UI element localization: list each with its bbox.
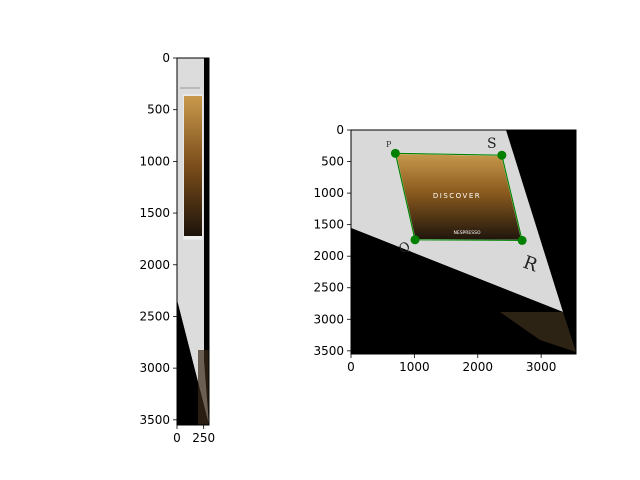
corner-marker xyxy=(410,235,420,245)
left-image xyxy=(177,58,209,425)
corner-marker xyxy=(517,235,527,245)
right-x-tick-label: 2000 xyxy=(462,360,493,374)
right-axes: P S Q R DISCOVER NESPRESSO 0 1000 2000 3000… xyxy=(313,123,577,374)
left-y-tick-label: 1500 xyxy=(139,206,170,220)
right-x-tick-label: 1000 xyxy=(399,360,430,374)
right-y-tick-label: 1000 xyxy=(313,186,344,200)
left-y-tick-label: 2500 xyxy=(139,309,170,323)
right-axes-frame xyxy=(350,129,577,355)
card-brand: NESPRESSO xyxy=(453,230,480,236)
right-y-tick-label: 3500 xyxy=(313,344,344,358)
left-y-tick-label: 3000 xyxy=(139,361,170,375)
corner-label-s: S xyxy=(487,136,497,152)
right-x-tick-label: 0 xyxy=(347,360,355,374)
left-y-tick-label: 2000 xyxy=(139,258,170,272)
left-y-tick-label: 0 xyxy=(162,51,170,65)
left-y-tick-label: 500 xyxy=(147,103,170,117)
right-axis-ticks: 0 1000 2000 3000 0 500 1000 1500 2000 2500 3000 350… xyxy=(313,123,556,374)
corner-marker xyxy=(497,150,507,160)
right-y-tick-label: 3000 xyxy=(313,312,344,326)
right-y-tick-label: 0 xyxy=(336,123,344,137)
corner-markers xyxy=(390,148,527,245)
right-y-tick-label: 2000 xyxy=(313,249,344,263)
right-y-tick-label: 1500 xyxy=(313,218,344,232)
left-x-tick-label: 250 xyxy=(192,431,215,445)
right-y-tick-label: 500 xyxy=(321,155,344,169)
right-y-tick-label: 2500 xyxy=(313,281,344,295)
corner-label-p: P xyxy=(386,140,392,149)
card-headline: DISCOVER xyxy=(433,192,481,200)
left-y-tick-label: 1000 xyxy=(139,154,170,168)
right-image: P S Q R DISCOVER NESPRESSO xyxy=(351,130,576,354)
right-x-tick-label: 3000 xyxy=(526,360,557,374)
corner-marker xyxy=(390,148,400,158)
left-x-tick-label: 0 xyxy=(173,431,181,445)
left-axes-frame xyxy=(176,57,210,426)
left-y-tick-label: 3500 xyxy=(139,413,170,427)
